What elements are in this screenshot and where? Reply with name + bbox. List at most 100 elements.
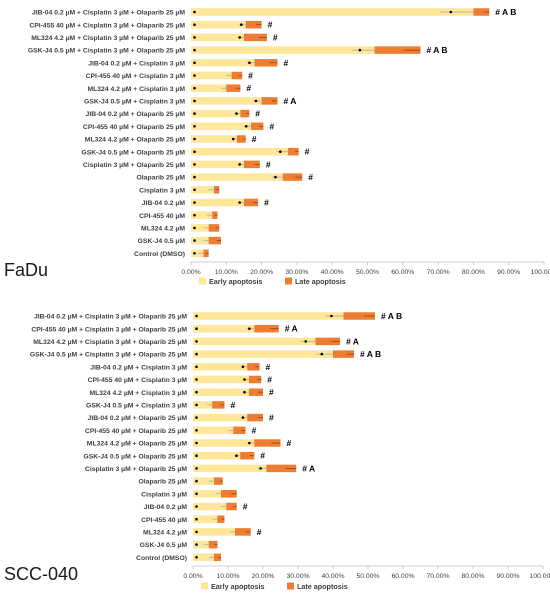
- bar-early-apoptosis: [191, 71, 232, 80]
- bar-late-apoptosis: [243, 198, 259, 207]
- significance-annotation: # A B: [381, 311, 402, 321]
- legend-swatch-early: [201, 582, 208, 590]
- bar-early-apoptosis: [191, 122, 252, 131]
- bar-late-apoptosis: [240, 451, 255, 460]
- chart-panel-scc-040: JIB-04 0.2 µM + Cisplatin 3 µM + Olapari…: [4, 311, 550, 591]
- data-point-marker: [195, 517, 198, 521]
- category-label: JIB-04 0.2 µM + Cisplatin 3 µM + Olapari…: [34, 314, 187, 321]
- data-point-marker: [248, 327, 251, 331]
- x-tick-label: 30.00%: [286, 573, 309, 580]
- category-label: CPI-455 40 µM: [141, 517, 187, 524]
- x-tick-label: 0.00%: [181, 269, 200, 276]
- bar-early-apoptosis: [193, 413, 248, 422]
- data-point-marker: [248, 61, 251, 65]
- category-label: ML324 4.2 µM + Olaparib 25 µM: [85, 137, 186, 144]
- bar-early-apoptosis: [193, 553, 214, 562]
- data-point-marker: [193, 112, 196, 115]
- significance-annotation: #: [252, 425, 257, 435]
- data-point-marker: [195, 340, 198, 343]
- bar-early-apoptosis: [193, 540, 209, 549]
- x-tick-label: 20.00%: [250, 269, 273, 276]
- chart-panel-fadu: JIB-04 0.2 µM + Cisplatin 3 µM + Olapari…: [4, 7, 550, 286]
- category-label: CPI-455 40 µM + Olaparib 25 µM: [83, 124, 185, 131]
- category-label: Olaparib 25 µM: [137, 175, 186, 182]
- data-point-marker: [193, 125, 196, 128]
- significance-annotation: #: [231, 400, 236, 410]
- significance-annotation: # A B: [495, 7, 516, 17]
- legend-swatch-early: [199, 277, 206, 285]
- bar-early-apoptosis: [193, 375, 249, 384]
- bar-early-apoptosis: [191, 59, 255, 67]
- data-point-marker: [279, 150, 282, 153]
- significance-annotation: #: [305, 147, 310, 157]
- bar-late-apoptosis: [226, 84, 241, 92]
- legend-label-early: Early apoptosis: [211, 582, 265, 591]
- bar-early-apoptosis: [193, 324, 255, 333]
- bar-early-apoptosis: [191, 224, 209, 232]
- bar-early-apoptosis: [191, 97, 262, 105]
- bar-early-apoptosis: [193, 388, 249, 396]
- bar-late-apoptosis: [254, 324, 279, 333]
- category-label: JIB-04 0.2 µM + Olaparib 25 µM: [88, 415, 188, 422]
- bar-late-apoptosis: [343, 312, 375, 320]
- category-label: ML324 4.2 µM + Cisplatin 3 µM: [89, 390, 187, 397]
- bar-late-apoptosis: [221, 490, 237, 498]
- bar-late-apoptosis: [208, 236, 222, 245]
- category-label: ML324 4.2 µM + Olaparib 25 µM: [87, 441, 188, 448]
- data-point-marker: [195, 352, 198, 356]
- data-point-marker: [193, 226, 196, 230]
- bar-early-apoptosis: [191, 135, 237, 143]
- x-tick-label: 90.00%: [496, 573, 519, 580]
- data-point-marker: [193, 175, 196, 179]
- data-point-marker: [195, 365, 198, 369]
- x-tick-label: 80.00%: [462, 269, 485, 276]
- data-point-marker: [193, 188, 196, 192]
- category-label: JIB-04 0.2 µM: [144, 504, 188, 511]
- significance-annotation: # A: [302, 463, 315, 473]
- bar-early-apoptosis: [193, 451, 241, 460]
- data-point-marker: [195, 327, 198, 331]
- bar-early-apoptosis: [191, 46, 375, 54]
- significance-annotation: #: [268, 20, 273, 30]
- bar-late-apoptosis: [254, 439, 281, 447]
- data-point-marker: [274, 175, 277, 179]
- data-point-marker: [193, 213, 196, 217]
- bar-late-apoptosis: [282, 173, 303, 181]
- category-label: GSK-J4 0.5 µM + Cisplatin 3 µM + Olapari…: [28, 48, 186, 55]
- x-tick-label: 100.00%: [531, 269, 550, 276]
- data-point-marker: [195, 441, 198, 445]
- x-tick-label: 50.00%: [356, 269, 379, 276]
- data-point-marker: [195, 454, 198, 458]
- significance-annotation: # A B: [360, 349, 381, 359]
- significance-annotation: #: [266, 159, 271, 169]
- data-point-marker: [235, 454, 238, 458]
- bar-early-apoptosis: [191, 173, 283, 181]
- data-point-marker: [304, 340, 308, 343]
- bar-late-apoptosis: [243, 160, 260, 169]
- bar-late-apoptosis: [374, 46, 421, 54]
- data-point-marker: [193, 252, 196, 255]
- data-point-marker: [244, 125, 248, 128]
- significance-annotation: #: [308, 172, 313, 182]
- x-tick-label: 40.00%: [321, 573, 344, 580]
- significance-annotation: # A: [285, 324, 298, 334]
- bar-early-apoptosis: [191, 160, 244, 169]
- data-point-marker: [195, 530, 198, 534]
- category-label: ML324 4.2 µM: [141, 226, 185, 233]
- data-point-marker: [449, 10, 453, 14]
- bar-early-apoptosis: [193, 439, 255, 447]
- bar-early-apoptosis: [191, 186, 214, 194]
- data-point-marker: [195, 505, 198, 508]
- bar-late-apoptosis: [214, 553, 221, 562]
- significance-annotation: #: [255, 109, 260, 119]
- data-point-marker: [238, 36, 242, 39]
- bar-late-apoptosis: [251, 122, 264, 131]
- category-label: CPI-455 40 µM: [139, 213, 185, 220]
- category-label: Cisplatin 3 µM + Olaparib 25 µM: [83, 162, 185, 169]
- bar-early-apoptosis: [193, 337, 316, 346]
- x-tick-label: 70.00%: [427, 269, 450, 276]
- significance-annotation: #: [248, 71, 253, 81]
- category-label: JIB-04 0.2 µM + Cisplatin 3 µM + Olapari…: [32, 10, 185, 17]
- data-point-marker: [238, 163, 242, 166]
